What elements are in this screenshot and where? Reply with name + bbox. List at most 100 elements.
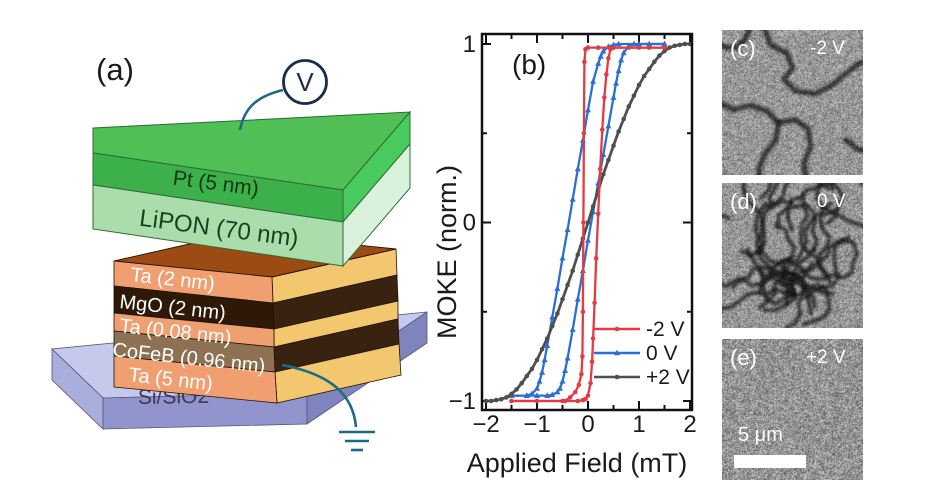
y-axis-title: MOKE (norm.) bbox=[432, 165, 462, 339]
ground-wire bbox=[281, 363, 358, 428]
data-marker bbox=[539, 369, 546, 375]
data-marker bbox=[626, 45, 632, 50]
data-marker bbox=[610, 94, 617, 100]
panel-e-voltage-label: +2 V bbox=[806, 347, 846, 368]
data-marker bbox=[595, 60, 602, 66]
data-marker bbox=[682, 41, 688, 47]
data-marker bbox=[585, 393, 591, 398]
data-marker bbox=[610, 41, 617, 48]
data-marker bbox=[549, 313, 556, 320]
x-axis-title: Applied Field (mT) bbox=[467, 448, 688, 478]
data-marker bbox=[646, 66, 652, 72]
data-marker bbox=[544, 336, 550, 341]
data-marker bbox=[544, 342, 551, 348]
data-marker bbox=[488, 398, 494, 404]
panel-b-label: (b) bbox=[512, 49, 546, 80]
data-marker bbox=[523, 392, 530, 398]
data-marker bbox=[528, 390, 535, 397]
data-marker bbox=[575, 398, 581, 404]
data-marker bbox=[560, 296, 565, 302]
data-marker bbox=[595, 211, 601, 216]
data-marker bbox=[509, 398, 514, 404]
data-marker bbox=[585, 236, 591, 243]
data-marker bbox=[585, 220, 591, 225]
data-marker bbox=[677, 42, 683, 48]
data-marker bbox=[581, 130, 587, 136]
data-marker bbox=[593, 255, 599, 261]
data-marker bbox=[621, 116, 626, 122]
lipon-side-face bbox=[342, 142, 411, 268]
data-marker bbox=[580, 309, 586, 315]
data-marker bbox=[590, 204, 596, 209]
data-marker bbox=[555, 311, 560, 316]
data-marker bbox=[620, 49, 627, 56]
data-marker bbox=[657, 53, 662, 58]
data-marker bbox=[539, 346, 545, 352]
data-marker bbox=[606, 55, 611, 61]
data-marker bbox=[560, 398, 565, 404]
data-marker bbox=[493, 397, 499, 403]
data-marker bbox=[554, 388, 561, 395]
panel-d-label: (d) bbox=[730, 189, 757, 214]
scalebar bbox=[734, 455, 806, 468]
panel-d-voltage-label: 0 V bbox=[817, 191, 846, 212]
data-marker bbox=[519, 380, 524, 386]
data-marker bbox=[569, 195, 576, 202]
data-marker bbox=[613, 79, 620, 86]
data-marker bbox=[565, 282, 570, 288]
data-marker bbox=[574, 165, 581, 172]
data-marker bbox=[614, 349, 620, 356]
data-marker bbox=[604, 72, 609, 77]
data-marker bbox=[581, 220, 586, 225]
kerr-image-0V: (d) 0 V bbox=[722, 183, 863, 328]
data-marker bbox=[600, 47, 607, 54]
panel-e-label: (e) bbox=[730, 345, 757, 370]
panel-c-voltage-label: -2 V bbox=[810, 38, 845, 59]
data-marker bbox=[567, 395, 573, 400]
ground-icon bbox=[339, 430, 375, 452]
data-marker bbox=[529, 366, 535, 372]
data-marker bbox=[636, 40, 642, 47]
data-marker bbox=[606, 157, 611, 163]
data-marker bbox=[499, 396, 504, 402]
data-marker bbox=[672, 43, 677, 49]
data-marker bbox=[631, 93, 637, 99]
y-tick-label: 0 bbox=[463, 210, 476, 237]
data-marker bbox=[602, 95, 607, 100]
data-marker bbox=[562, 367, 569, 373]
data-marker bbox=[599, 127, 605, 132]
data-marker bbox=[615, 40, 622, 47]
data-marker bbox=[595, 45, 601, 50]
moke-plot: −2 −1 0 1 2−101-2 V0 V+2 V (b) MOKE (norm.) … bbox=[432, 31, 697, 478]
data-marker bbox=[611, 143, 616, 149]
kerr-image-minus2V: (c) -2 V bbox=[722, 30, 863, 175]
x-tick-label: 1 bbox=[632, 411, 645, 438]
data-marker bbox=[570, 268, 575, 273]
data-marker bbox=[550, 323, 555, 329]
data-marker bbox=[588, 380, 593, 386]
data-marker bbox=[616, 129, 621, 134]
data-marker bbox=[614, 374, 620, 380]
data-marker bbox=[615, 67, 622, 74]
data-marker bbox=[572, 389, 578, 395]
data-marker bbox=[556, 385, 563, 391]
data-marker bbox=[549, 391, 556, 398]
x-tick-label: 0 bbox=[581, 411, 594, 438]
x-tick-label: −2 bbox=[472, 411, 499, 438]
voltmeter-wire bbox=[238, 88, 284, 131]
data-marker bbox=[569, 326, 576, 332]
x-tick-label: −1 bbox=[523, 411, 550, 438]
data-marker bbox=[564, 354, 571, 361]
voltmeter-icon bbox=[282, 59, 328, 105]
data-marker bbox=[626, 104, 632, 109]
data-marker bbox=[662, 45, 667, 50]
data-marker bbox=[585, 106, 591, 113]
data-marker bbox=[534, 385, 540, 391]
data-marker bbox=[554, 285, 561, 291]
data-marker bbox=[662, 48, 667, 54]
data-marker bbox=[574, 295, 581, 302]
data-marker bbox=[559, 254, 566, 261]
data-marker bbox=[597, 53, 604, 59]
